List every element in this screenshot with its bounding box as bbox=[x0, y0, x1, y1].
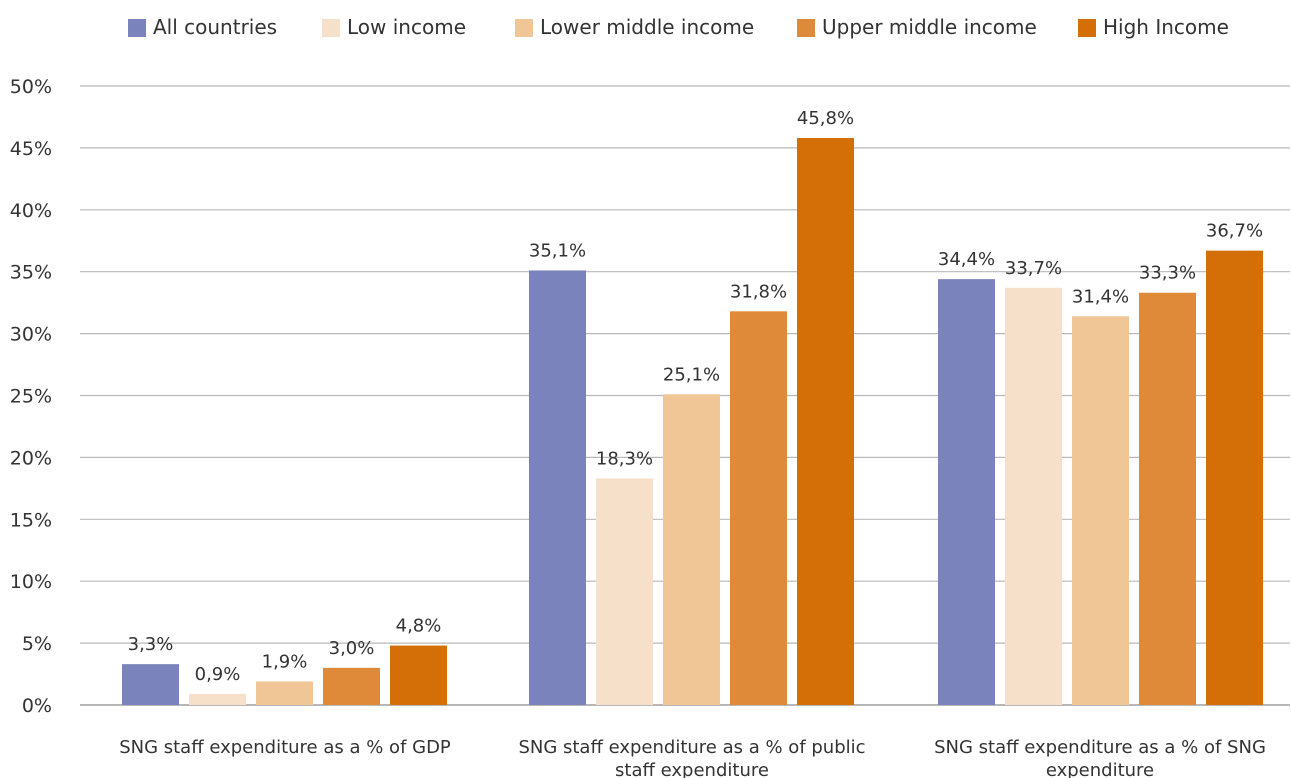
data-label: 25,1% bbox=[663, 364, 720, 385]
data-label: 36,7% bbox=[1206, 221, 1263, 242]
y-axis: 0% 5% 10% 15% 20% 25% 30% 35% 40% 45% 50% bbox=[10, 76, 52, 717]
legend-item: High Income bbox=[1078, 15, 1229, 39]
bar bbox=[122, 664, 179, 705]
data-label: 34,4% bbox=[938, 249, 995, 270]
data-label: 31,4% bbox=[1072, 286, 1129, 307]
data-label: 33,7% bbox=[1005, 258, 1062, 279]
bar bbox=[797, 137, 854, 706]
x-axis: SNG staff expenditure as a % of GDP SNG s… bbox=[119, 737, 1266, 778]
y-tick-label: 20% bbox=[10, 447, 52, 469]
legend-label: Low income bbox=[347, 15, 466, 39]
y-tick-label: 40% bbox=[10, 200, 52, 222]
y-tick-label: 30% bbox=[10, 324, 52, 346]
y-tick-label: 10% bbox=[10, 571, 52, 593]
y-tick-label: 5% bbox=[22, 633, 52, 655]
data-label: 3,3% bbox=[128, 634, 174, 655]
y-tick-label: 35% bbox=[10, 262, 52, 284]
bar bbox=[730, 311, 787, 705]
bar bbox=[256, 681, 313, 705]
data-label: 4,8% bbox=[396, 616, 442, 637]
bar bbox=[390, 645, 447, 705]
data-label: 33,3% bbox=[1139, 263, 1196, 284]
bar bbox=[1072, 316, 1129, 705]
category-label: SNG staff expenditure as a % of SNG bbox=[934, 737, 1266, 758]
legend-label: All countries bbox=[153, 15, 277, 39]
data-label: 0,9% bbox=[195, 664, 241, 685]
legend-label: High Income bbox=[1103, 15, 1229, 39]
legend-swatch bbox=[1078, 19, 1096, 37]
legend-item: Upper middle income bbox=[797, 15, 1037, 39]
category-label: SNG staff expenditure as a % of public bbox=[518, 737, 865, 758]
category-label: staff expenditure bbox=[615, 760, 769, 778]
category-label: expenditure bbox=[1046, 760, 1154, 778]
y-tick-label: 45% bbox=[10, 138, 52, 160]
legend: All countries Low income Lower middle inco… bbox=[128, 15, 1229, 39]
bar bbox=[189, 693, 246, 705]
legend-swatch bbox=[322, 19, 340, 37]
data-label: 1,9% bbox=[262, 651, 308, 672]
y-tick-label: 25% bbox=[10, 386, 52, 408]
data-label: 18,3% bbox=[596, 448, 653, 469]
data-label: 45,8% bbox=[797, 108, 854, 129]
legend-swatch bbox=[128, 19, 146, 37]
value-labels-group: 3,3% 0,9% 1,9% 3,0% 4,8% 35,1% 18,3% 25,1% 31,8%… bbox=[128, 108, 1263, 685]
legend-swatch bbox=[797, 19, 815, 37]
legend-label: Lower middle income bbox=[540, 15, 754, 39]
legend-swatch bbox=[515, 19, 533, 37]
bar bbox=[323, 667, 380, 705]
data-label: 35,1% bbox=[529, 240, 586, 261]
bar bbox=[1005, 287, 1062, 705]
bars-group bbox=[122, 137, 1263, 706]
data-label: 31,8% bbox=[730, 281, 787, 302]
bar bbox=[1206, 250, 1263, 706]
bar bbox=[1139, 292, 1196, 705]
bar bbox=[663, 394, 720, 705]
legend-label: Upper middle income bbox=[822, 15, 1037, 39]
bar bbox=[938, 279, 995, 705]
y-tick-label: 15% bbox=[10, 509, 52, 531]
legend-item: Low income bbox=[322, 15, 466, 39]
bar bbox=[529, 270, 586, 705]
bar bbox=[596, 478, 653, 705]
y-tick-label: 50% bbox=[10, 76, 52, 98]
legend-item: All countries bbox=[128, 15, 277, 39]
legend-item: Lower middle income bbox=[515, 15, 754, 39]
data-label: 3,0% bbox=[329, 638, 375, 659]
category-label: SNG staff expenditure as a % of GDP bbox=[119, 737, 451, 758]
y-tick-label: 0% bbox=[22, 695, 52, 717]
